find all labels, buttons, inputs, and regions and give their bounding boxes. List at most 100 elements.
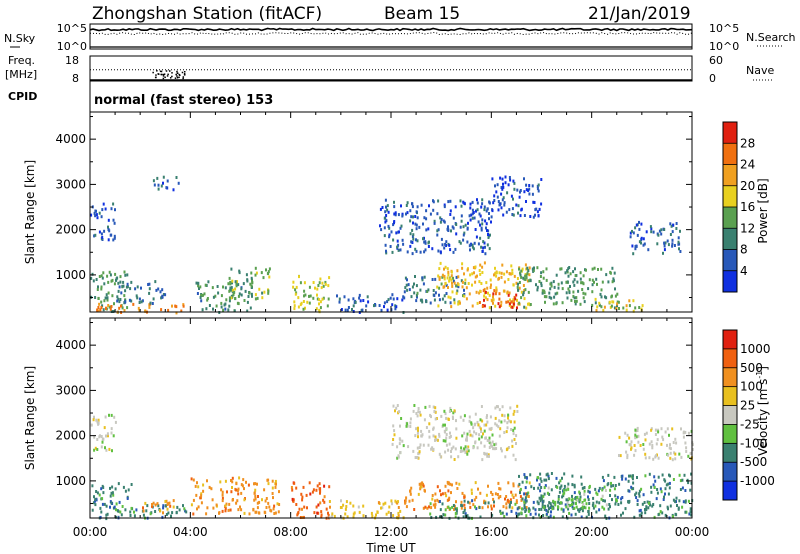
range-cell xyxy=(674,437,677,441)
range-cell xyxy=(638,306,641,309)
range-cell xyxy=(501,413,504,417)
range-cell xyxy=(105,293,108,297)
range-cell xyxy=(566,280,569,284)
range-cell xyxy=(592,501,595,505)
range-cell xyxy=(585,502,588,506)
range-cell xyxy=(434,291,437,295)
range-cell xyxy=(439,216,442,220)
range-cell xyxy=(644,456,647,460)
range-cell xyxy=(291,488,294,492)
range-cell xyxy=(102,491,105,495)
range-cell xyxy=(120,304,122,308)
range-cell xyxy=(110,427,113,431)
range-cell xyxy=(576,280,579,284)
range-cell xyxy=(632,252,635,256)
range-cell xyxy=(148,287,151,291)
range-cell xyxy=(318,302,320,306)
range-cell xyxy=(507,300,510,304)
range-cell xyxy=(468,501,471,505)
range-cell xyxy=(114,208,116,212)
range-cell xyxy=(495,442,498,446)
range-cell xyxy=(436,229,439,233)
range-cell xyxy=(409,425,412,428)
range-cell xyxy=(542,276,545,280)
range-cell xyxy=(392,297,395,301)
range-cell xyxy=(539,477,542,481)
range-cell xyxy=(600,295,603,299)
range-cell xyxy=(488,439,491,443)
range-cell xyxy=(100,435,103,438)
range-cell xyxy=(632,309,635,313)
range-cell xyxy=(319,300,322,304)
range-cell xyxy=(642,447,645,451)
range-cell xyxy=(476,274,478,278)
range-cell xyxy=(662,438,665,442)
range-cell xyxy=(196,481,198,485)
x-tick-label: 08:00 xyxy=(273,525,308,539)
range-cell xyxy=(495,447,498,450)
range-cell xyxy=(646,500,649,504)
range-cell xyxy=(349,501,352,505)
range-cell xyxy=(492,292,495,296)
range-cell xyxy=(509,178,512,182)
range-cell xyxy=(101,497,104,501)
range-cell xyxy=(405,204,408,207)
range-cell xyxy=(113,505,116,509)
range-cell xyxy=(121,284,124,288)
range-cell xyxy=(455,223,458,226)
range-cell xyxy=(469,206,472,210)
range-cell xyxy=(677,236,680,240)
range-cell xyxy=(267,270,270,274)
range-cell xyxy=(474,265,477,269)
range-cell xyxy=(587,287,590,291)
range-cell xyxy=(513,299,515,303)
range-cell xyxy=(567,287,570,291)
range-cell xyxy=(668,433,670,437)
range-cell xyxy=(477,487,479,491)
range-cell xyxy=(476,420,479,424)
range-cell xyxy=(126,285,129,289)
range-cell xyxy=(244,289,247,293)
range-cell xyxy=(271,492,274,495)
range-cell xyxy=(502,185,505,189)
range-cell xyxy=(323,495,326,499)
range-cell xyxy=(451,483,453,487)
range-cell xyxy=(110,491,113,495)
range-cell xyxy=(581,486,584,490)
range-cell xyxy=(422,222,424,226)
range-cell xyxy=(516,306,518,310)
range-cell xyxy=(411,235,414,238)
range-cell xyxy=(626,433,629,437)
range-cell xyxy=(523,289,526,292)
range-cell xyxy=(424,241,427,245)
range-cell xyxy=(558,481,561,485)
range-cell xyxy=(245,480,247,484)
range-cell xyxy=(465,297,468,301)
range-cell xyxy=(409,219,412,223)
cpid-label: CPID xyxy=(8,90,37,103)
range-cell xyxy=(250,271,253,275)
range-cell xyxy=(453,298,456,302)
range-cell xyxy=(304,306,306,310)
range-cell xyxy=(474,280,477,284)
range-cell xyxy=(620,501,623,505)
range-cell xyxy=(463,294,466,298)
range-cell xyxy=(410,240,413,244)
range-cell xyxy=(567,505,570,509)
velocity-colorbar-label: Velocity [m s-1] xyxy=(755,366,770,456)
range-cell xyxy=(465,286,468,290)
range-cell xyxy=(218,511,221,515)
range-cell xyxy=(500,206,503,210)
range-cell xyxy=(302,300,305,303)
range-cell xyxy=(246,279,249,283)
nave-point xyxy=(160,73,162,76)
range-cell xyxy=(421,278,424,282)
range-cell xyxy=(177,181,180,185)
range-cell xyxy=(539,275,542,278)
range-cell xyxy=(412,237,415,241)
range-cell xyxy=(136,285,139,289)
range-cell xyxy=(206,479,208,483)
range-cell xyxy=(422,443,425,447)
range-cell xyxy=(421,482,424,486)
range-cell xyxy=(411,205,414,209)
